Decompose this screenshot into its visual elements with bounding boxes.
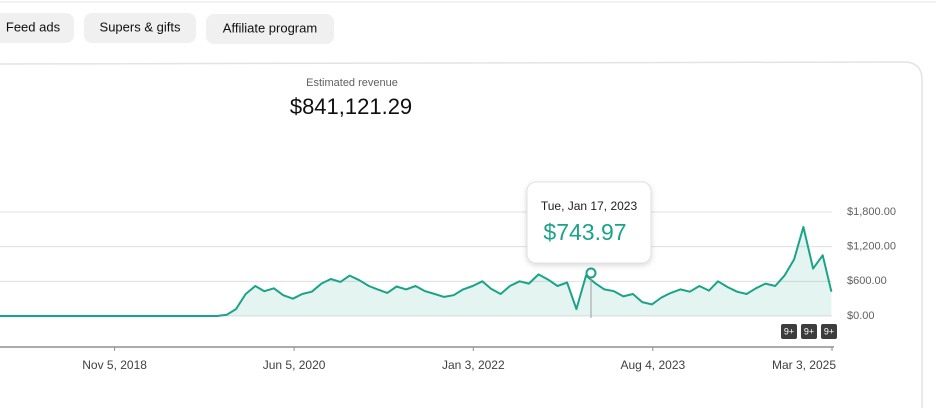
tooltip-date: Tue, Jan 17, 2023 — [541, 199, 638, 213]
metric-value: $841,121.29 — [290, 94, 412, 119]
plot: $0.00 $600.00 $1,200.00 $1,800.00 Nov 5, 201… — [0, 181, 896, 372]
hover-point — [585, 267, 597, 279]
line — [0, 226, 833, 317]
tab-chip[interactable] — [84, 13, 196, 43]
badge — [801, 324, 817, 339]
tooltip: Tue, Jan 17, 2023 $743.97 — [526, 181, 652, 264]
y-tick-label: $600.00 — [847, 275, 887, 287]
x-tick-label: Jan 3, 2022 — [442, 358, 505, 372]
badge-label: 9+ — [784, 326, 794, 336]
badge — [781, 324, 797, 339]
y-tick-label: $0.00 — [847, 310, 875, 322]
x-tick-label: Mar 3, 2025 — [772, 358, 836, 372]
tooltip-box — [526, 181, 652, 264]
tab-label[interactable]: Feed ads — [6, 19, 61, 34]
x-tick-label: Aug 4, 2023 — [620, 358, 685, 372]
tab-label[interactable]: Supers & gifts — [100, 19, 181, 34]
y-tick-label: $1,800.00 — [847, 206, 896, 218]
tooltip-value: $743.97 — [543, 219, 626, 245]
card-border — [0, 61, 923, 408]
area — [0, 227, 832, 316]
badge-label: 9+ — [804, 326, 814, 336]
tab-chip[interactable] — [0, 13, 74, 43]
x-tick-label: Nov 5, 2018 — [82, 358, 147, 372]
y-tick-label: $1,200.00 — [847, 241, 896, 253]
x-tick-label: Jun 5, 2020 — [263, 358, 326, 372]
badge — [821, 324, 837, 339]
tab-chip[interactable] — [206, 14, 334, 44]
tab-label[interactable]: Affiliate program — [223, 20, 317, 35]
metric-title: Estimated revenue — [306, 77, 398, 89]
badge-label: 9+ — [824, 326, 834, 336]
